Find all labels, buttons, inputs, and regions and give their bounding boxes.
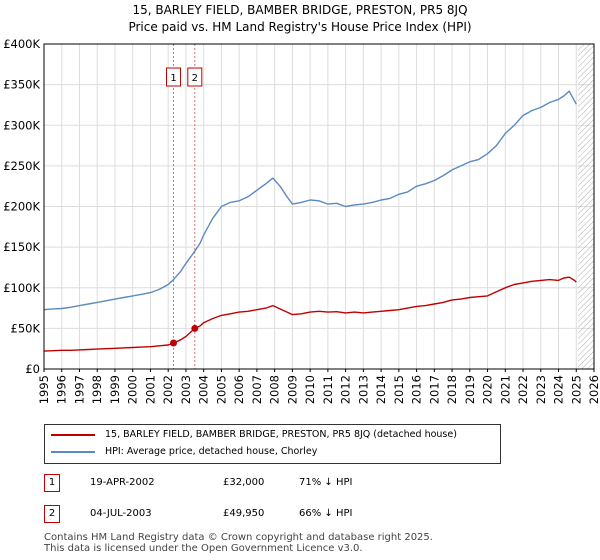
x-tick-label: 2003 [179, 375, 193, 404]
x-tick-label: 2005 [214, 375, 228, 404]
x-tick-label: 2004 [197, 375, 211, 404]
x-tick-label: 1996 [55, 375, 69, 404]
x-tick-label: 2025 [569, 375, 583, 404]
x-tick-label: 1998 [90, 375, 104, 404]
price-chart: £0 £50K £100K £150K £200K £250K £300K £350K £400… [3, 37, 600, 404]
sale-date: 04-JUL-2003 [90, 508, 152, 519]
y-tick-label: £0 [25, 362, 40, 376]
x-tick-label: 2019 [463, 375, 477, 404]
sale-price: £49,950 [223, 508, 265, 519]
x-tick-label: 2024 [552, 375, 566, 404]
y-tick-label: £100K [3, 281, 40, 295]
legend: 15, BARLEY FIELD, BAMBER BRIDGE, PRESTON… [44, 424, 501, 464]
x-tick-label: 2016 [410, 375, 424, 404]
x-tick-label: 2001 [143, 375, 157, 404]
sale-hpi-diff: 66% ↓ HPI [299, 508, 353, 519]
sale-number-badge: 2 [44, 505, 60, 523]
sale-date: 19-APR-2002 [90, 477, 155, 488]
y-tick-label: £400K [3, 37, 40, 51]
x-tick-label: 2013 [356, 375, 370, 404]
x-tick-label: 1999 [108, 375, 122, 404]
x-tick-label: 2026 [587, 375, 600, 404]
hpi-line [43, 90, 577, 311]
x-tick-label: 2018 [445, 375, 459, 404]
footer-license: This data is licensed under the Open Gov… [44, 543, 363, 554]
x-tick-label: 1997 [72, 375, 86, 404]
y-tick-label: £250K [3, 159, 40, 173]
sale-marker-label: 1 [170, 73, 176, 84]
x-tick-label: 2015 [392, 375, 406, 404]
legend-swatch-property [51, 433, 95, 436]
legend-swatch-hpi [51, 450, 95, 453]
sale-number-badge: 1 [44, 474, 60, 492]
legend-item-property: 15, BARLEY FIELD, BAMBER BRIDGE, PRESTON… [51, 427, 457, 443]
sale-hpi-diff: 71% ↓ HPI [299, 477, 353, 488]
x-tick-label: 2008 [268, 375, 282, 404]
sale-point [191, 324, 199, 332]
x-tick-label: 2014 [374, 375, 388, 404]
x-tick-label: 2021 [498, 375, 512, 404]
x-tick-label: 2000 [126, 375, 140, 404]
legend-label-hpi: HPI: Average price, detached house, Chor… [105, 446, 318, 457]
y-tick-label: £50K [11, 321, 41, 335]
x-tick-label: 2006 [232, 375, 246, 404]
y-tick-label: £350K [3, 78, 40, 92]
sale-point [170, 339, 178, 347]
x-tick-label: 2007 [250, 375, 264, 404]
x-tick-label: 2011 [321, 375, 335, 404]
x-tick-label: 2017 [427, 375, 441, 404]
chart-subtitle: Price paid vs. HM Land Registry's House … [128, 20, 472, 34]
y-tick-label: £300K [3, 118, 40, 132]
plot-frame [43, 43, 595, 370]
x-tick-label: 2023 [534, 375, 548, 404]
x-tick-label: 2010 [303, 375, 317, 404]
sale-marker-label: 2 [192, 73, 198, 84]
x-tick-label: 1995 [37, 375, 51, 404]
sale-marker-box [166, 67, 182, 87]
sale-price: £32,000 [223, 477, 265, 488]
chart-title: 15, BARLEY FIELD, BAMBER BRIDGE, PRESTON… [132, 3, 468, 17]
x-tick-label: 2012 [339, 375, 353, 404]
x-tick-label: 2022 [516, 375, 530, 404]
legend-item-hpi: HPI: Average price, detached house, Chor… [51, 444, 317, 460]
x-tick-label: 2020 [481, 375, 495, 404]
forecast-region [578, 44, 594, 369]
footer-copyright: Contains HM Land Registry data © Crown c… [44, 532, 433, 543]
x-tick-label: 2009 [285, 375, 299, 404]
legend-label-property: 15, BARLEY FIELD, BAMBER BRIDGE, PRESTON… [105, 429, 457, 440]
y-tick-label: £200K [3, 200, 40, 214]
sale-marker-box [187, 67, 203, 87]
x-tick-label: 2002 [161, 375, 175, 404]
y-tick-label: £150K [3, 240, 40, 254]
property-price-line [43, 276, 577, 352]
